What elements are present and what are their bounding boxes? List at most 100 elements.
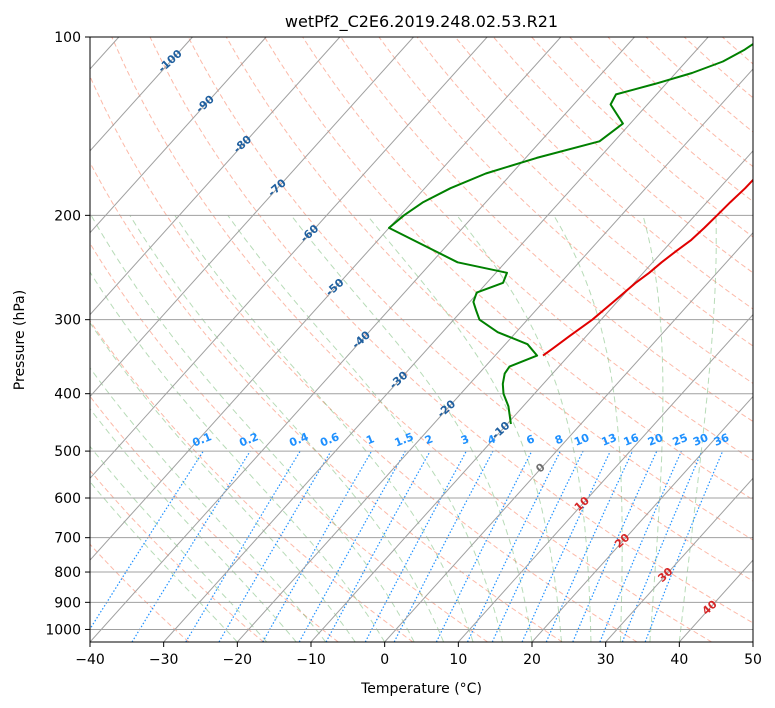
moist-adiabat-line: [456, 214, 592, 642]
dry-adiabat-line: [531, 37, 753, 238]
chart-title: wetPf2_C2E6.2019.248.02.53.R21: [285, 12, 558, 32]
mixing-ratio-lines: [90, 450, 724, 642]
mixing-ratio-line: [644, 450, 724, 642]
x-tick-label: −30: [149, 652, 179, 668]
mixing-ratio-label: 30: [691, 431, 710, 449]
x-tick-label: 30: [597, 652, 615, 668]
y-tick-label: 300: [54, 313, 81, 329]
mixing-ratio-label: 1: [364, 432, 376, 447]
x-tick-label: −40: [75, 652, 105, 668]
mixing-ratio-line: [545, 450, 634, 642]
isotherm-line: [90, 37, 341, 316]
mixing-ratio-line: [393, 450, 494, 642]
dry-adiabat-line: [683, 37, 753, 99]
x-axis-label: Temperature (°C): [360, 681, 482, 697]
isotherm-line: [678, 559, 753, 642]
x-tick-label: −20: [223, 652, 253, 668]
mixing-ratio-label: 20: [646, 431, 665, 449]
mixing-ratio-line: [185, 450, 301, 642]
mixing-ratio-line: [298, 450, 406, 642]
mixing-ratio-label: 0.4: [287, 430, 310, 449]
moist-adiabat-line: [90, 407, 297, 642]
dry-adiabat-line: [645, 37, 753, 133]
x-tick-label: 20: [523, 652, 541, 668]
y-tick-label: 600: [54, 491, 81, 507]
dry-adiabat-line: [90, 543, 190, 642]
dry-adiabat-line: [264, 37, 753, 501]
isotherm-line: [90, 37, 193, 152]
isotherm-line: [384, 231, 753, 642]
mixing-ratio-label: 0.1: [191, 430, 214, 449]
plot-background: -100-90-80-70-60-50-40-30-20-10010203040…: [90, 37, 753, 642]
mixing-ratio-label: 2: [423, 432, 435, 447]
y-axis-ticks: 100 200 300 400 500 600 700 800 900 1000: [45, 30, 90, 638]
dry-adiabat-line: [302, 37, 753, 461]
y-tick-label: 800: [54, 565, 81, 581]
mixing-ratio-label: 1.5: [393, 430, 416, 449]
mixing-ratio-label: 0.6: [318, 430, 341, 449]
moist-adiabat-line: [174, 215, 474, 642]
mixing-ratio-label: 10: [572, 431, 591, 449]
moist-adiabat-line: [90, 445, 268, 642]
series-layer: [388, 42, 753, 425]
dry-adiabat-line: [90, 395, 339, 642]
moist-adiabats: [90, 214, 717, 642]
dry-adiabat-line: [454, 37, 753, 310]
x-tick-label: 50: [744, 652, 762, 668]
mixing-ratio-line: [90, 450, 204, 631]
dry-adiabat-line: [493, 37, 753, 274]
dry-adiabat-line: [225, 37, 753, 541]
mixing-ratio-label: 16: [622, 431, 641, 449]
dry-adiabat-line: [90, 242, 488, 642]
moist-adiabat-line: [553, 215, 623, 642]
dewpoint-profile-line: [388, 42, 753, 425]
dry-adiabat-line: [90, 161, 563, 642]
isotherm-line: [90, 37, 267, 234]
isotherm-line: [90, 37, 635, 642]
y-axis-label: Pressure (hPa): [12, 290, 28, 390]
x-tick-label: 10: [449, 652, 467, 668]
mixing-ratio-line: [572, 450, 658, 642]
plot-frame: [89, 36, 754, 643]
x-axis-ticks: −40 −30 −20 −10 0 10 20 30 40 50: [75, 642, 762, 668]
dry-adiabat-line: [378, 37, 753, 385]
pressure-gridlines: [90, 37, 753, 630]
dry-adiabat-line: [340, 37, 753, 423]
temperature-profile-line: [542, 178, 753, 357]
y-tick-label: 500: [54, 444, 81, 460]
y-tick-label: 1000: [45, 622, 81, 638]
dry-adiabat-line: [90, 75, 638, 642]
y-tick-label: 400: [54, 387, 81, 403]
mixing-ratio-label: 25: [671, 431, 690, 449]
mixing-ratio-line: [521, 450, 611, 642]
isotherm-line: [457, 313, 753, 642]
moist-adiabat-line: [366, 214, 562, 642]
moist-adiabat-line: [290, 214, 533, 642]
moist-adiabat-line: [642, 215, 664, 642]
mixing-ratio-line: [599, 450, 682, 642]
y-tick-label: 900: [54, 595, 81, 611]
mixing-ratio-label: 13: [600, 431, 619, 449]
dry-adiabat-line: [149, 37, 753, 624]
isotherm-lines: [90, 37, 753, 642]
y-tick-label: 100: [54, 30, 81, 46]
x-tick-label: 0: [380, 652, 389, 668]
mixing-ratio-line: [621, 450, 703, 642]
mixing-ratio-line: [466, 450, 561, 642]
mixing-ratio-label: 8: [553, 432, 565, 447]
mixing-ratio-line: [491, 450, 584, 642]
dry-adiabat-line: [187, 37, 753, 582]
dry-adiabat-line: [90, 469, 264, 642]
isotherm-line: [310, 150, 753, 642]
isotherm-line: [605, 477, 753, 642]
y-tick-label: 200: [54, 208, 81, 224]
dry-adiabats: [90, 37, 753, 642]
isotherm-line: [752, 641, 753, 642]
moist-adiabat-line: [678, 215, 717, 642]
moist-adiabat-line: [90, 481, 238, 642]
mixing-ratio-line: [364, 450, 467, 642]
x-tick-label: −10: [296, 652, 326, 668]
isotherm-line: [90, 37, 562, 561]
moist-adiabat-line: [90, 271, 386, 642]
